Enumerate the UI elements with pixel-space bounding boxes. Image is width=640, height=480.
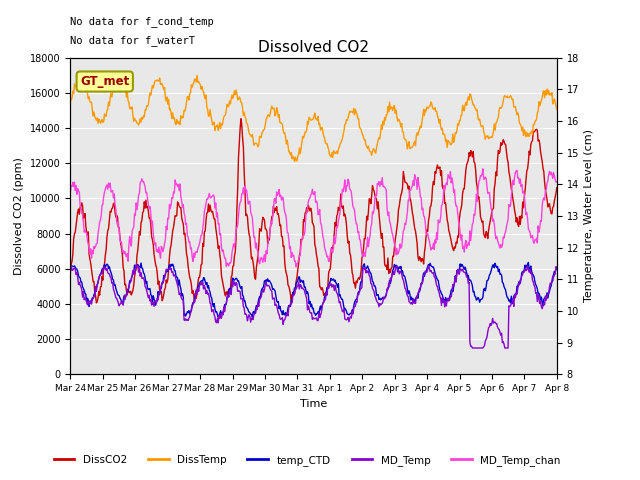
MD_Temp_chan [67, 189, 74, 194]
MD_Temp_chan [392, 252, 400, 258]
temp_CTD [67, 264, 74, 270]
temp_CTD [433, 277, 441, 283]
MD_Temp [154, 295, 161, 301]
temp_CTD [152, 299, 160, 304]
DissCO2 [355, 275, 362, 281]
MD_Temp_chan [354, 229, 362, 235]
DissTemp [393, 113, 401, 119]
MD_Temp_chan [191, 249, 199, 255]
DissTemp [355, 116, 362, 121]
Line: temp_CTD: temp_CTD [70, 263, 557, 317]
temp_CTD [525, 260, 532, 265]
temp_CTD [191, 293, 199, 299]
temp_CTD [392, 263, 400, 268]
Line: MD_Temp_chan: MD_Temp_chan [70, 169, 557, 267]
temp_CTD [287, 298, 295, 303]
MD_Temp [392, 264, 400, 270]
MD_Temp_chan [433, 237, 441, 242]
Title: Dissolved CO2: Dissolved CO2 [258, 40, 369, 55]
DissCO2 [237, 116, 244, 121]
DissCO2 [435, 166, 442, 171]
DissCO2 [191, 290, 199, 296]
DissTemp [67, 96, 74, 102]
DissTemp [287, 149, 295, 155]
Text: No data for f_waterT: No data for f_waterT [70, 36, 195, 47]
DissTemp [193, 72, 201, 78]
MD_Temp_chan [553, 179, 561, 185]
DissCO2 [553, 185, 561, 191]
DissTemp [191, 76, 199, 82]
DissTemp [152, 78, 160, 84]
MD_Temp [468, 345, 476, 351]
Text: GT_met: GT_met [80, 75, 129, 88]
MD_Temp [433, 284, 441, 289]
MD_Temp_chan [292, 264, 300, 270]
Line: MD_Temp: MD_Temp [70, 265, 557, 348]
Y-axis label: Dissolved CO2 (ppm): Dissolved CO2 (ppm) [14, 157, 24, 275]
DissTemp [553, 107, 561, 113]
MD_Temp [287, 300, 295, 306]
DissCO2 [67, 270, 74, 276]
DissCO2 [287, 301, 295, 307]
DissCO2 [393, 225, 401, 231]
Line: DissTemp: DissTemp [70, 75, 557, 162]
MD_Temp_chan [287, 244, 294, 250]
MD_Temp_chan [152, 249, 160, 254]
MD_Temp [67, 264, 74, 269]
MD_Temp [132, 262, 140, 268]
temp_CTD [214, 314, 222, 320]
DissTemp [291, 159, 298, 165]
X-axis label: Time: Time [300, 399, 327, 408]
Legend: DissCO2, DissTemp, temp_CTD, MD_Temp, MD_Temp_chan: DissCO2, DissTemp, temp_CTD, MD_Temp, MD… [49, 451, 565, 470]
temp_CTD [553, 266, 561, 272]
DissCO2 [288, 292, 296, 298]
Y-axis label: Temperature, Water Level (cm): Temperature, Water Level (cm) [584, 130, 595, 302]
MD_Temp [354, 291, 362, 297]
temp_CTD [354, 290, 362, 296]
MD_Temp_chan [479, 166, 487, 172]
DissTemp [435, 116, 442, 121]
DissCO2 [152, 264, 160, 270]
MD_Temp [553, 265, 561, 271]
Line: DissCO2: DissCO2 [70, 119, 557, 304]
MD_Temp [193, 287, 200, 293]
Text: No data for f_cond_temp: No data for f_cond_temp [70, 16, 214, 27]
